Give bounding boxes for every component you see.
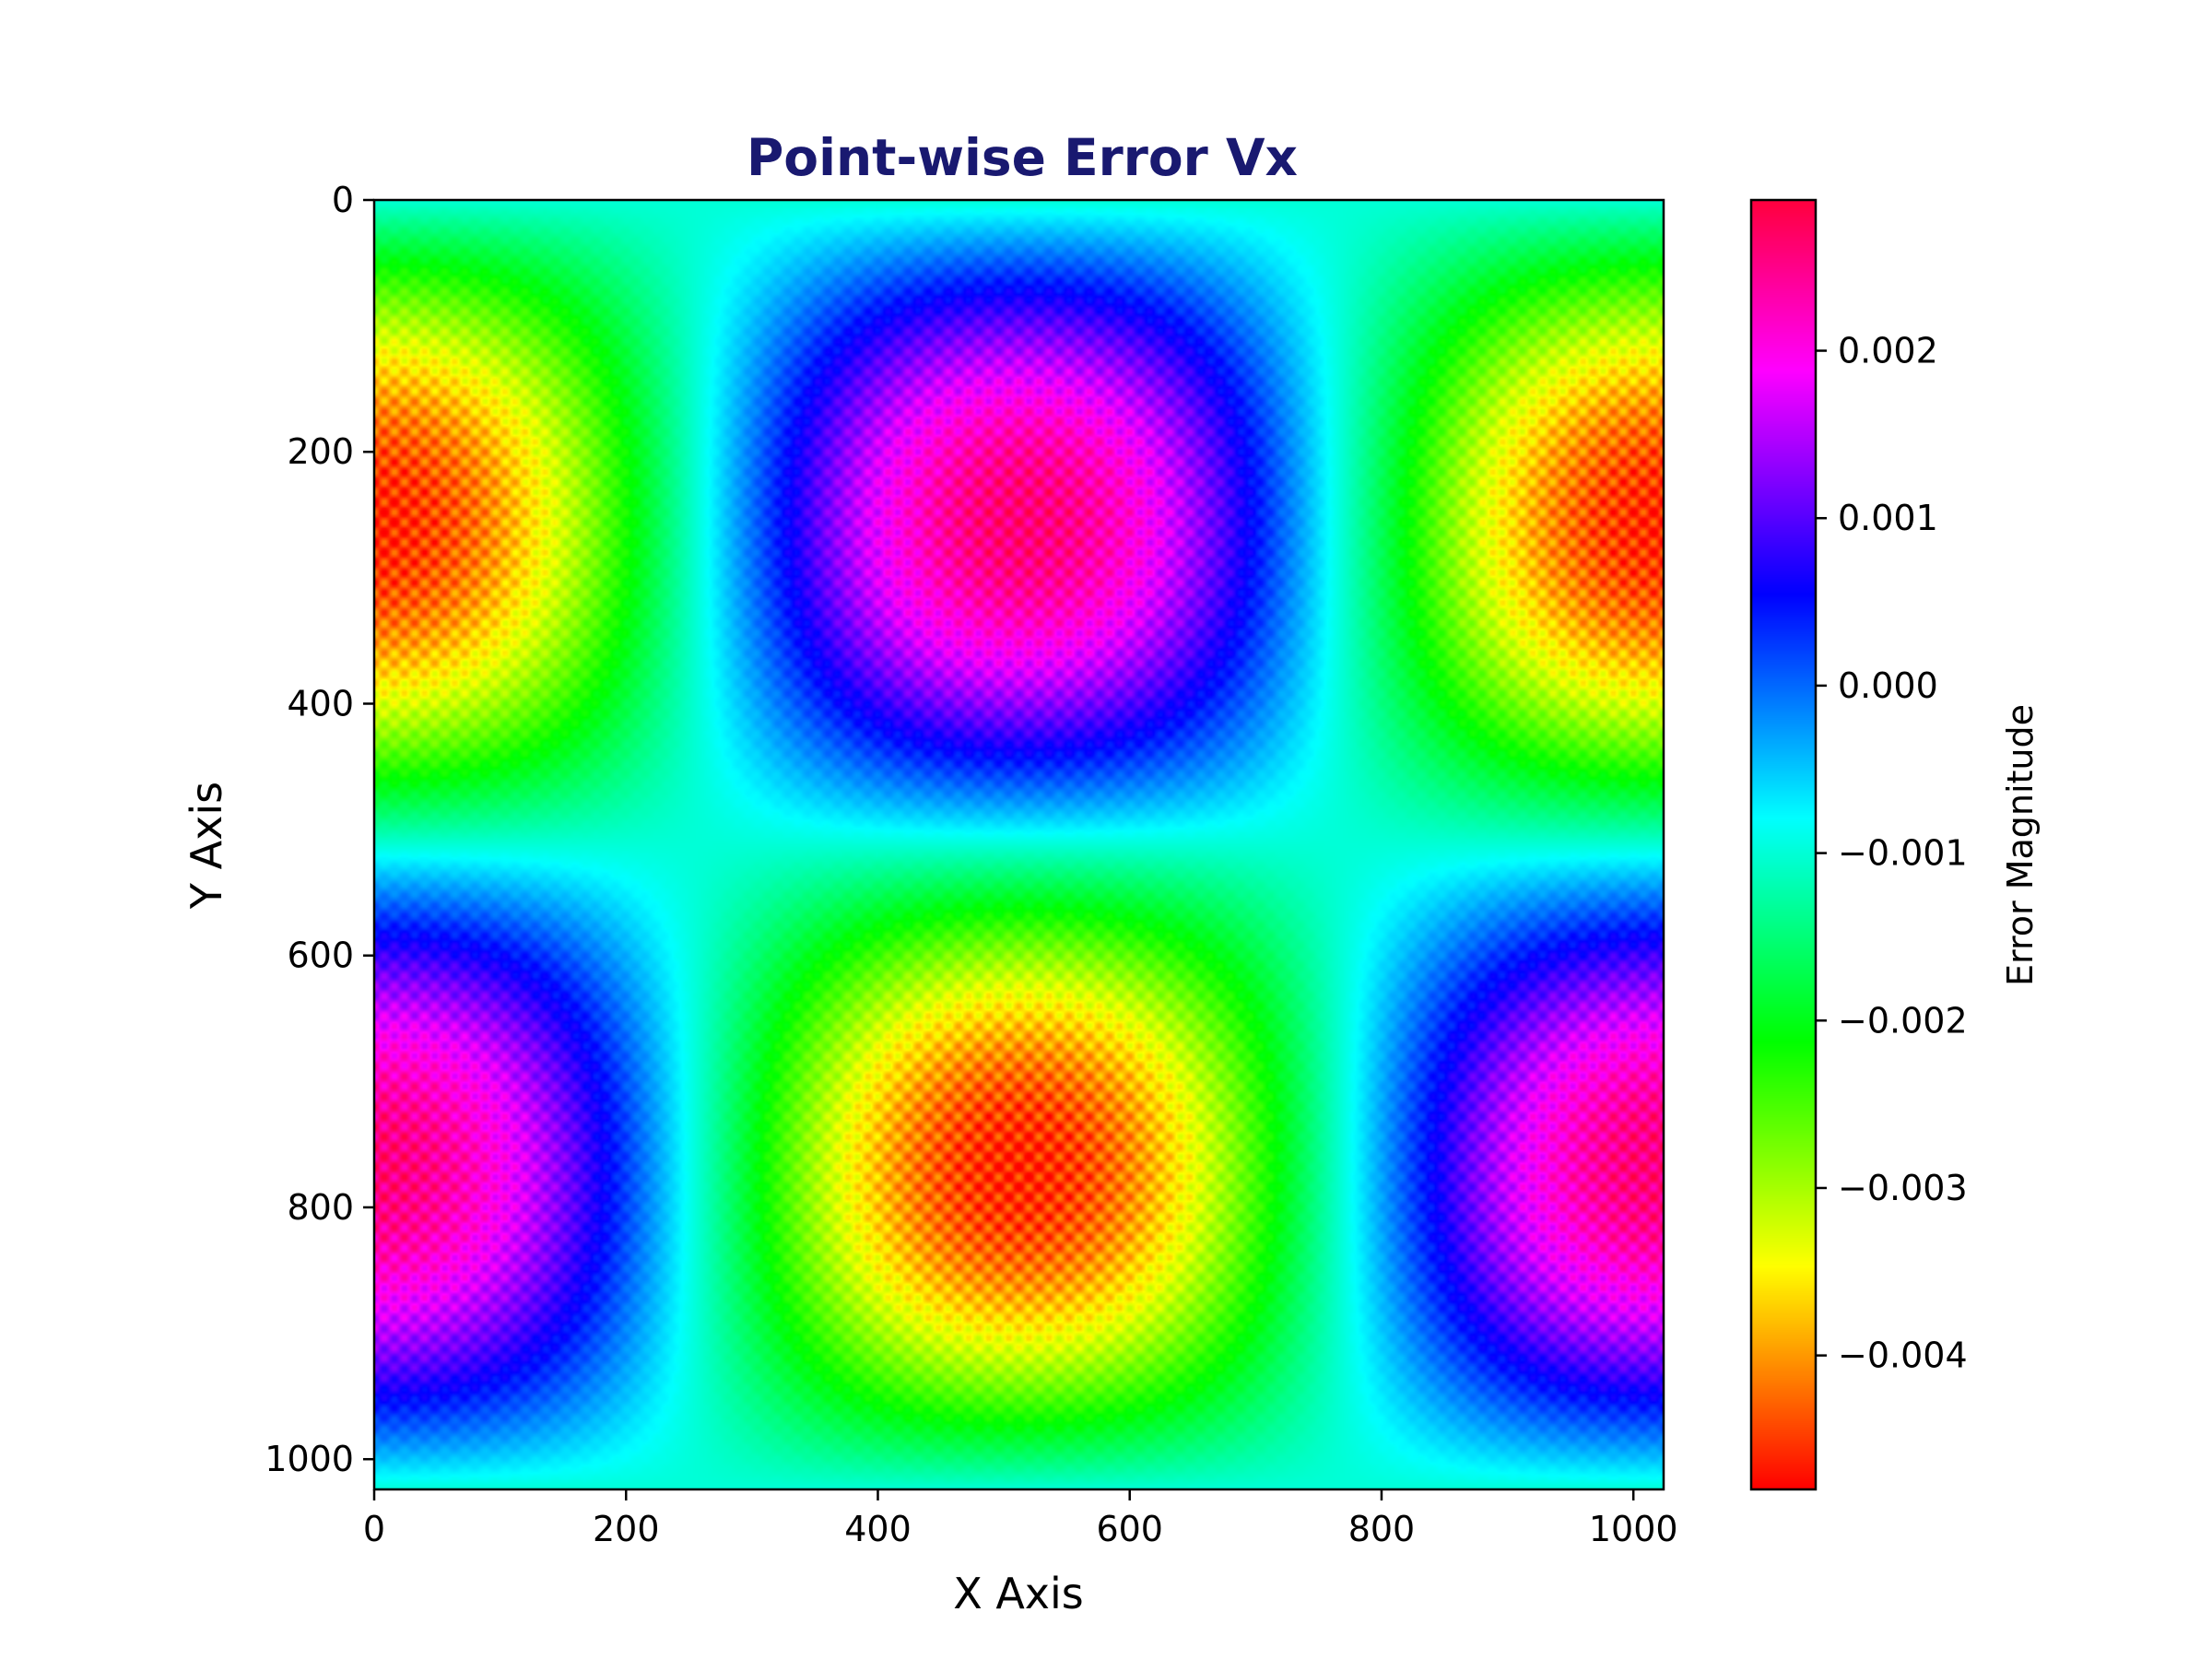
colorbar-tick-label: −0.003 [1838,1168,1968,1208]
x-tick-label: 0 [363,1509,385,1549]
plot-area [372,198,1665,1491]
colorbar-label: Error Magnitude [2000,704,2041,986]
colorbar-ticks: 0.002 0.001 0.000 −0.001 −0.002 −0.003 −0.004 [1816,331,1968,1376]
y-axis-ticks: 0 200 400 600 800 1000 [265,180,374,1479]
y-tick-label: 0 [332,180,354,220]
x-tick-label: 600 [1096,1509,1163,1549]
colorbar-frame [1749,198,1818,1491]
x-tick-label: 200 [593,1509,660,1549]
colorbar-tick-label: 0.001 [1838,498,1938,538]
colorbar: 0.0020.0010.000−0.001−0.002−0.003−0.004 … [1749,198,2041,1491]
y-tick-label: 1000 [265,1439,354,1479]
x-axis-ticks: 0 200 400 600 800 1000 [363,1489,1678,1549]
y-tick-label: 600 [287,935,354,976]
x-tick-label: 1000 [1589,1509,1678,1549]
colorbar-tick-label: 0.000 [1838,665,1938,706]
heatmap-canvas [374,200,1664,1489]
plot-frame [372,198,1665,1491]
y-tick-label: 800 [287,1187,354,1228]
colorbar-gradient [1751,200,1816,1489]
x-tick-label: 800 [1348,1509,1416,1549]
chart-title: Point-wise Error Vx [747,128,1298,187]
x-tick-label: 400 [844,1509,912,1549]
y-tick-label: 400 [287,683,354,724]
y-axis-label: Y Axis [182,782,231,910]
colorbar-tick-label: −0.001 [1838,833,1968,874]
colorbar-tick-label: −0.004 [1838,1335,1968,1376]
colorbar-tick-label: −0.002 [1838,1000,1968,1041]
colorbar-tick-label: 0.002 [1838,331,1938,371]
y-tick-label: 200 [287,431,354,472]
x-axis-label: X Axis [953,1569,1084,1618]
